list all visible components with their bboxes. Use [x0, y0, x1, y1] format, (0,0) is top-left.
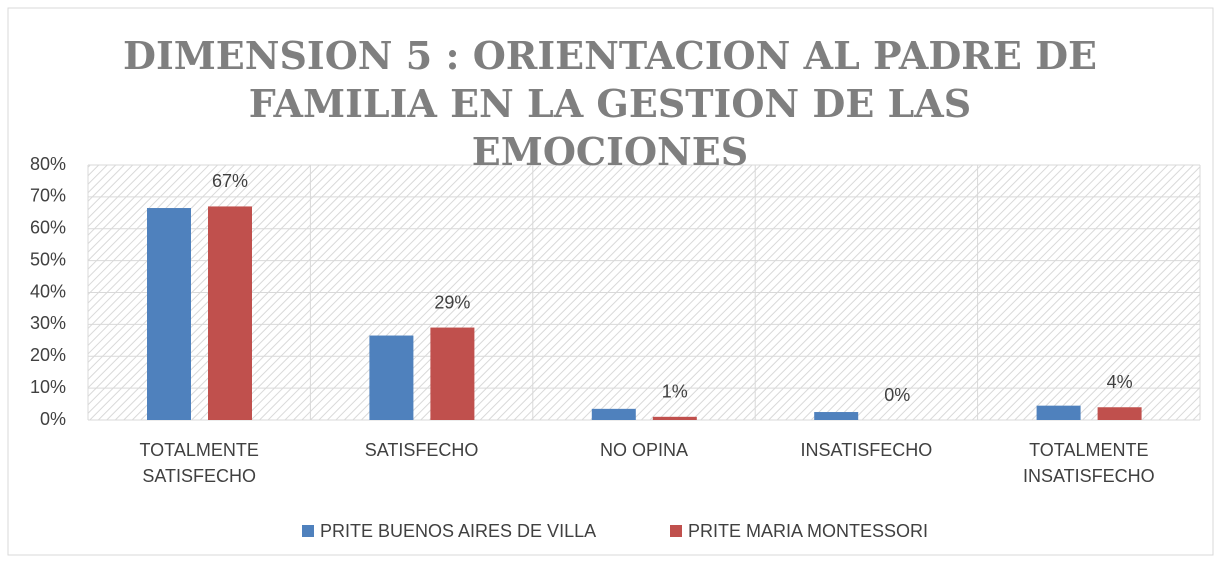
bar	[591, 408, 636, 420]
bar	[430, 327, 475, 420]
x-tick-label: NO OPINA	[599, 440, 688, 460]
x-tick-label: SATISFECHO	[364, 440, 479, 460]
bar	[1036, 405, 1081, 420]
y-tick-label: 50%	[30, 249, 66, 269]
bar	[814, 412, 859, 420]
x-tick-label: INSATISFECHO	[800, 440, 933, 460]
y-tick-label: 0%	[40, 409, 66, 429]
bar	[147, 208, 191, 420]
legend-label: PRITE MARIA MONTESSORI	[688, 521, 928, 541]
x-tick-label: TOTALMENTE INSATISFECHO	[1022, 440, 1155, 486]
bar	[369, 335, 414, 420]
y-tick-label: 80%	[30, 154, 66, 174]
y-tick-label: 60%	[30, 218, 66, 238]
x-tick-label: TOTALMENTE SATISFECHO	[139, 440, 259, 486]
data-label: 0%	[884, 385, 910, 405]
data-label: 4%	[1107, 372, 1133, 392]
bar	[1097, 407, 1142, 420]
y-tick-label: 40%	[30, 281, 66, 301]
y-tick-label: 20%	[30, 345, 66, 365]
legend-swatch	[670, 525, 682, 537]
bar	[208, 206, 252, 420]
y-tick-label: 70%	[30, 186, 66, 206]
data-label: 1%	[662, 382, 688, 402]
data-label: 29%	[434, 292, 470, 312]
legend-swatch	[302, 525, 314, 537]
y-tick-label: 30%	[30, 313, 66, 333]
bar	[652, 416, 697, 420]
data-label: 67%	[212, 171, 248, 191]
legend-label: PRITE BUENOS AIRES DE VILLA	[320, 521, 596, 541]
y-tick-label: 10%	[30, 377, 66, 397]
chart-title: DIMENSION 5 : ORIENTACION AL PADRE DE FA…	[123, 33, 1097, 174]
